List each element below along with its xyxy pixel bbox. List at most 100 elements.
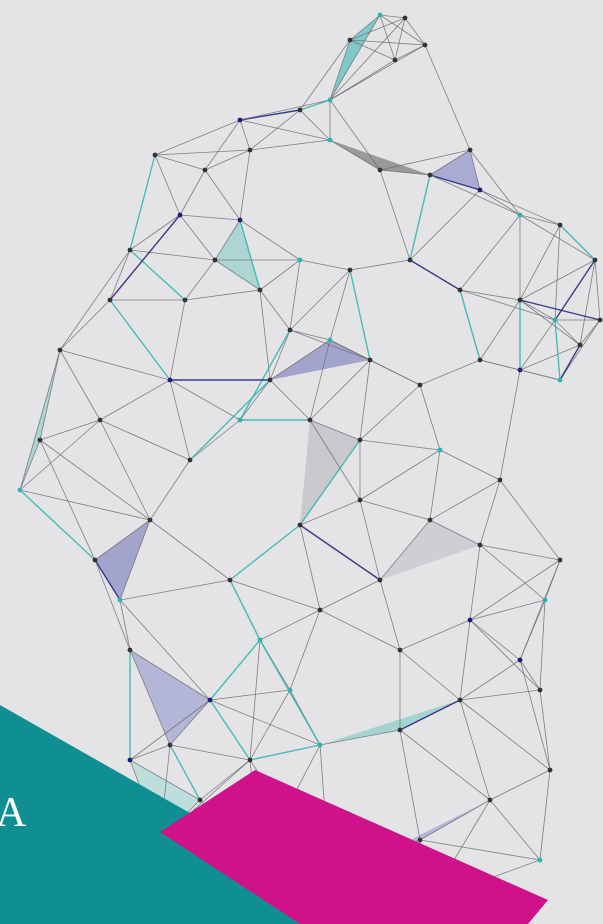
mesh-edge: [329, 17, 406, 101]
mesh-node: [17, 487, 23, 493]
mesh-node: [417, 837, 423, 843]
mesh-edge: [519, 214, 561, 226]
mesh-edge: [399, 649, 461, 701]
mesh-edge: [519, 659, 551, 771]
mesh-edge: [59, 299, 111, 351]
facet: [270, 340, 370, 380]
mesh-node: [147, 517, 153, 523]
knight-nodes: [17, 12, 603, 903]
mesh-edge: [349, 39, 426, 46]
mesh-node: [497, 477, 503, 483]
mesh-edge: [239, 99, 331, 121]
mesh-edge: [59, 349, 171, 381]
mesh-node: [327, 97, 333, 103]
mesh-edge: [479, 189, 561, 226]
mesh-edge: [489, 799, 541, 861]
mesh-edge: [239, 119, 251, 151]
mesh-node: [477, 187, 483, 193]
facet: [130, 650, 210, 745]
mesh-node: [437, 447, 443, 453]
mesh-node: [237, 217, 243, 223]
mesh-edge: [319, 729, 401, 746]
mesh-edge: [329, 14, 381, 101]
mesh-edge: [39, 349, 61, 441]
facet: [215, 220, 260, 290]
mesh-node: [37, 437, 43, 443]
mesh-node: [367, 357, 373, 363]
mesh-edge: [19, 439, 41, 491]
mesh-node: [557, 377, 563, 383]
mesh-edge: [429, 149, 471, 176]
mesh-edge: [309, 419, 361, 501]
mesh-edge: [39, 419, 101, 441]
mesh-edge: [259, 639, 321, 746]
mesh-edge: [179, 214, 241, 221]
mesh-edge: [519, 659, 541, 691]
mesh-edge: [239, 329, 291, 421]
mesh-edge: [169, 379, 191, 461]
mesh-edge: [519, 319, 556, 371]
mesh-node: [422, 42, 428, 48]
mesh-node: [317, 742, 323, 748]
mesh-edge: [149, 519, 231, 581]
mesh-edge: [329, 99, 381, 171]
mesh-edge: [519, 559, 561, 661]
mesh-edge: [554, 224, 561, 321]
mesh-node: [577, 342, 583, 348]
mesh-edge: [229, 579, 261, 641]
mesh-edge: [469, 559, 561, 621]
mesh-edge: [259, 289, 271, 381]
facet: [430, 150, 480, 190]
mesh-node: [557, 557, 563, 563]
mesh-edge: [399, 729, 421, 841]
mesh-edge: [459, 699, 491, 801]
mesh-edge: [239, 109, 301, 121]
mesh-edge: [209, 699, 251, 761]
mesh-edge: [94, 519, 151, 561]
mesh-edge: [259, 609, 321, 641]
mesh-edge: [179, 169, 206, 216]
mesh-edge: [459, 214, 521, 291]
mesh-edge: [469, 544, 481, 621]
mesh-node: [592, 257, 598, 263]
mesh-edge: [109, 299, 171, 381]
mesh-edge: [379, 579, 401, 651]
mesh-edge: [329, 139, 381, 171]
mesh-node: [547, 767, 553, 773]
pink-banner: [160, 770, 548, 924]
mesh-node: [457, 287, 463, 293]
mesh-edge: [349, 259, 411, 271]
mesh-edge: [99, 379, 171, 421]
mesh-edge: [119, 599, 131, 651]
mesh-edge: [419, 799, 491, 841]
mesh-edge: [129, 214, 181, 251]
mesh-edge: [429, 449, 441, 521]
mesh-edge: [214, 259, 261, 291]
mesh-edge: [229, 579, 321, 611]
mesh-edge: [359, 499, 381, 581]
mesh-edge: [394, 17, 406, 61]
mesh-edge: [404, 17, 426, 46]
mesh-edge: [289, 259, 301, 331]
mesh-edge: [319, 579, 381, 611]
mesh-node: [237, 117, 243, 123]
mesh-edge: [259, 289, 291, 331]
mesh-node: [517, 297, 523, 303]
mesh-node: [557, 222, 563, 228]
mesh-node: [202, 167, 208, 173]
mesh-edge: [359, 384, 421, 441]
mesh-edge: [129, 649, 171, 746]
mesh-edge: [479, 544, 546, 601]
mesh-edge: [169, 744, 201, 801]
mesh-node: [92, 557, 98, 563]
mesh-edge: [249, 689, 291, 761]
mesh-edge: [189, 419, 241, 461]
mesh-node: [247, 147, 253, 153]
mesh-node: [257, 287, 263, 293]
mesh-edge: [309, 359, 371, 421]
mesh-node: [377, 167, 383, 173]
mesh-edge: [129, 249, 186, 301]
mesh-edge: [519, 344, 581, 371]
mesh-edge: [119, 579, 231, 601]
